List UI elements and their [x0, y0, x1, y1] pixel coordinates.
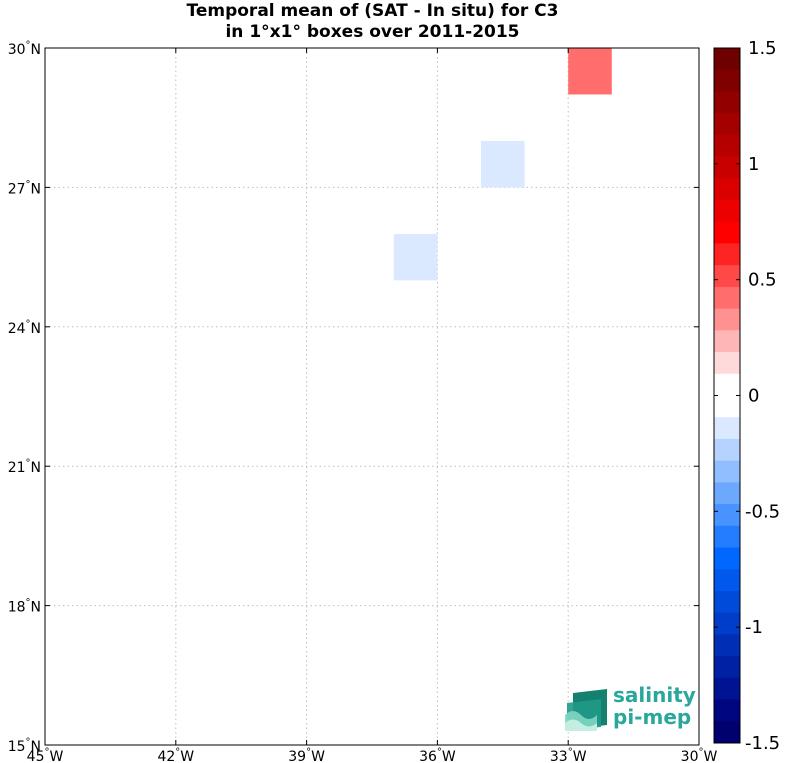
y-tick-label: 15°N: [8, 737, 41, 755]
colorbar-swatch: [714, 656, 740, 679]
colorbar-swatch: [714, 438, 740, 462]
colorbar-swatch: [714, 569, 740, 592]
y-tick-labels: 15°N 18°N 21°N 24°N 27°N 30°N: [8, 40, 41, 755]
wave-logo-icon: [565, 689, 607, 731]
grid-lines: [45, 48, 699, 745]
colorbar-swatch: [714, 612, 740, 635]
colorbar-swatch: [714, 286, 740, 310]
y-tick-label: 27°N: [8, 179, 41, 197]
colorbar-swatch: [714, 373, 740, 396]
colorbar-swatch: [714, 504, 740, 527]
data-cell: [481, 140, 525, 188]
colorbar: 1.5 1 0.5 0 -0.5 -1 -1.5: [713, 38, 780, 754]
colorbar-tick-label: -1.5: [745, 733, 780, 754]
colorbar-swatch: [714, 460, 740, 483]
chart-subtitle: in 1°x1° boxes over 2011-2015: [225, 22, 520, 42]
y-tick-label: 18°N: [8, 598, 41, 616]
salinity-pi-mep-logo: salinity pi-mep: [565, 683, 696, 731]
colorbar-swatch: [714, 178, 740, 201]
colorbar-swatch: [714, 265, 740, 288]
colorbar-swatch: [714, 91, 740, 114]
logo-text-line2: pi-mep: [613, 705, 691, 729]
colorbar-swatch: [714, 547, 740, 570]
x-tick-label: 33°W: [550, 747, 587, 763]
x-tick-labels: 45°W 42°W 39°W 36°W 33°W 30°W: [27, 747, 718, 763]
colorbar-swatch: [714, 221, 740, 244]
colorbar-swatch: [714, 69, 740, 92]
colorbar-swatch: [714, 200, 740, 223]
colorbar-swatch: [714, 417, 740, 440]
x-tick-label: 36°W: [419, 747, 456, 763]
x-tick-label: 45°W: [27, 747, 64, 763]
colorbar-tick-label: 0: [748, 386, 759, 407]
logo-text-line1: salinity: [613, 683, 696, 707]
colorbar-swatch: [714, 721, 740, 744]
chart-title: Temporal mean of (SAT - In situ) for C3: [186, 1, 559, 21]
data-cell: [393, 233, 438, 281]
colorbar-tick-label: 1: [748, 154, 759, 175]
colorbar-swatch: [714, 243, 740, 266]
y-tick-label: 21°N: [8, 458, 41, 476]
colorbar-swatch: [714, 634, 740, 657]
colorbar-swatch: [714, 308, 740, 331]
colorbar-swatch: [714, 525, 740, 549]
colorbar-swatch: [714, 134, 740, 158]
colorbar-swatch: [714, 113, 740, 136]
x-tick-label: 30°W: [681, 747, 718, 763]
colorbar-swatch: [714, 48, 740, 71]
colorbar-tick-label: 0.5: [748, 270, 777, 291]
colorbar-swatch: [714, 699, 740, 722]
y-tick-label: 24°N: [8, 319, 41, 337]
colorbar-swatch: [714, 482, 740, 505]
x-tick-label: 42°W: [157, 747, 194, 763]
data-cell: [568, 48, 612, 95]
colorbar-swatch: [714, 156, 740, 179]
colorbar-swatch: [714, 395, 740, 418]
plot-frame: [44, 47, 700, 746]
colorbar-tick-label: -0.5: [745, 501, 780, 522]
axis-ticks: [44, 47, 700, 746]
colorbar-tick-label: 1.5: [748, 38, 777, 59]
colorbar-swatch: [714, 330, 740, 353]
colorbar-tick-label: -1: [745, 617, 763, 638]
colorbar-swatch: [714, 590, 740, 614]
y-tick-label: 30°N: [8, 40, 41, 58]
colorbar-swatch: [714, 352, 740, 375]
data-cells: [393, 48, 612, 281]
x-tick-label: 39°W: [288, 747, 325, 763]
colorbar-swatch: [714, 677, 740, 701]
